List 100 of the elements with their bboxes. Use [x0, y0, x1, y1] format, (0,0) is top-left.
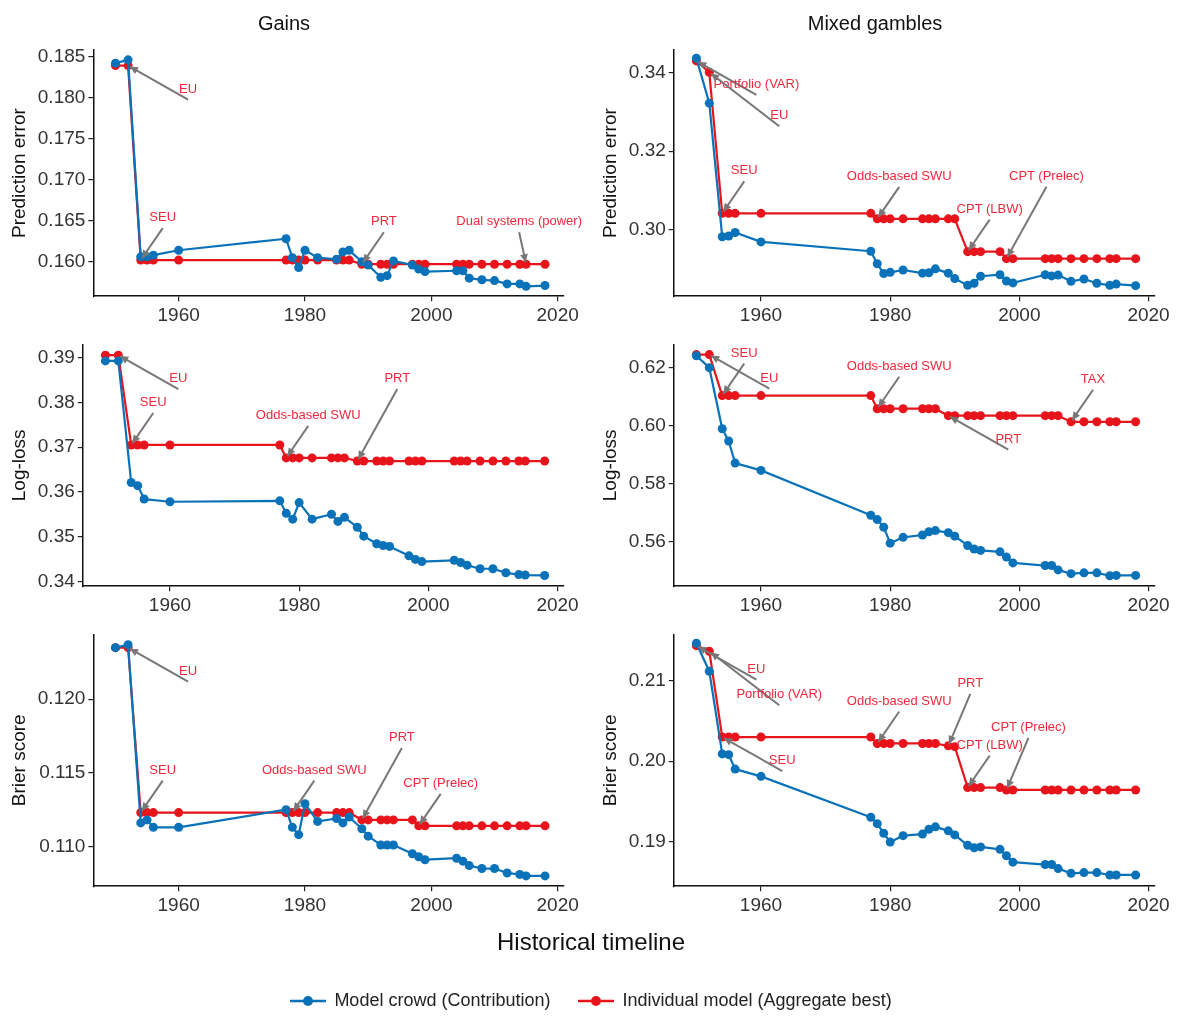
point: [502, 821, 512, 831]
point: [885, 538, 895, 548]
point: [100, 356, 110, 366]
annotation: TAX: [1080, 370, 1106, 386]
point: [976, 545, 986, 555]
point: [501, 456, 511, 466]
point: [475, 456, 485, 466]
point: [344, 812, 354, 822]
x-tick-label: 2020: [1127, 593, 1170, 615]
point: [898, 738, 908, 748]
x-tick-label: 1980: [278, 593, 321, 615]
point: [1008, 254, 1018, 264]
point: [488, 456, 498, 466]
point: [294, 498, 304, 508]
point: [1066, 276, 1076, 286]
legend-label: Individual model (Aggregate best): [622, 990, 892, 1011]
point: [1066, 868, 1076, 878]
point: [477, 821, 487, 831]
legend-label: Model crowd (Contribution): [334, 990, 551, 1011]
point: [1111, 279, 1121, 289]
x-tick-label: 2020: [536, 893, 579, 915]
point: [995, 547, 1005, 557]
point: [898, 265, 908, 275]
point: [1111, 417, 1121, 427]
point: [462, 560, 472, 570]
point: [1066, 569, 1076, 579]
point: [1092, 868, 1102, 878]
point: [363, 831, 373, 841]
y-tick-label: 0.56: [628, 530, 666, 552]
point: [1079, 868, 1089, 878]
point: [477, 864, 487, 874]
y-tick-label: 0.58: [628, 472, 666, 494]
point: [730, 764, 740, 774]
y-tick-label: 0.36: [37, 480, 75, 502]
y-tick-label: 0.110: [39, 834, 86, 856]
y-axis-title: Prediction error: [7, 107, 29, 239]
point: [458, 856, 468, 866]
point: [521, 281, 531, 291]
annotation: CPT (LBW): [956, 200, 1023, 216]
point: [730, 732, 740, 742]
annotation: Odds-based SWU: [846, 692, 952, 708]
point: [704, 363, 714, 373]
y-tick-label: 0.21: [628, 669, 666, 691]
annotation: CPT (Prelec): [990, 719, 1066, 735]
point: [866, 732, 876, 742]
point: [326, 509, 336, 519]
point: [1053, 785, 1063, 795]
x-tick-label: 2000: [998, 593, 1041, 615]
point: [950, 274, 960, 284]
annotation: SEU: [149, 761, 177, 777]
point: [488, 564, 498, 574]
point: [338, 818, 348, 828]
point: [943, 528, 953, 538]
point: [307, 453, 317, 463]
x-tick-label: 2000: [407, 593, 450, 615]
point: [458, 266, 468, 276]
y-tick-label: 0.180: [37, 85, 86, 107]
point: [756, 465, 766, 475]
y-axis-title: Prediction error: [598, 107, 620, 239]
y-axis-title: Brier score: [598, 714, 620, 807]
point: [275, 440, 285, 450]
point: [502, 279, 512, 289]
point: [307, 514, 317, 524]
point: [313, 816, 323, 826]
point: [917, 829, 927, 839]
annotation: EU: [179, 662, 198, 678]
point: [464, 273, 474, 283]
y-tick-label: 0.120: [37, 687, 86, 709]
point: [382, 271, 392, 281]
point: [501, 568, 511, 578]
point: [976, 783, 986, 793]
point: [756, 208, 766, 218]
x-tick-label: 2000: [998, 893, 1041, 915]
point: [294, 830, 304, 840]
point: [969, 278, 979, 288]
annotation: PRT: [384, 370, 411, 386]
point: [1131, 785, 1141, 795]
y-tick-label: 0.20: [628, 749, 666, 771]
annotation: CPT (Prelec): [1008, 167, 1084, 183]
point: [879, 828, 889, 838]
point: [1131, 281, 1141, 291]
y-tick-label: 0.38: [37, 390, 75, 412]
point: [1092, 785, 1102, 795]
y-tick-label: 0.60: [628, 413, 666, 435]
x-tick-label: 2020: [1127, 303, 1170, 325]
point: [490, 276, 500, 286]
point: [313, 808, 323, 818]
y-tick-label: 0.19: [628, 829, 666, 851]
point: [502, 259, 512, 269]
point: [1092, 417, 1102, 427]
annotation: PRT: [370, 213, 397, 229]
point: [943, 826, 953, 836]
point: [704, 98, 714, 108]
y-tick-label: 0.32: [628, 139, 666, 161]
annotation: SEU: [139, 394, 167, 410]
y-tick-label: 0.34: [628, 61, 667, 83]
point: [1131, 417, 1141, 427]
y-tick-label: 0.115: [39, 761, 86, 783]
point: [142, 815, 152, 825]
point: [1092, 568, 1102, 578]
